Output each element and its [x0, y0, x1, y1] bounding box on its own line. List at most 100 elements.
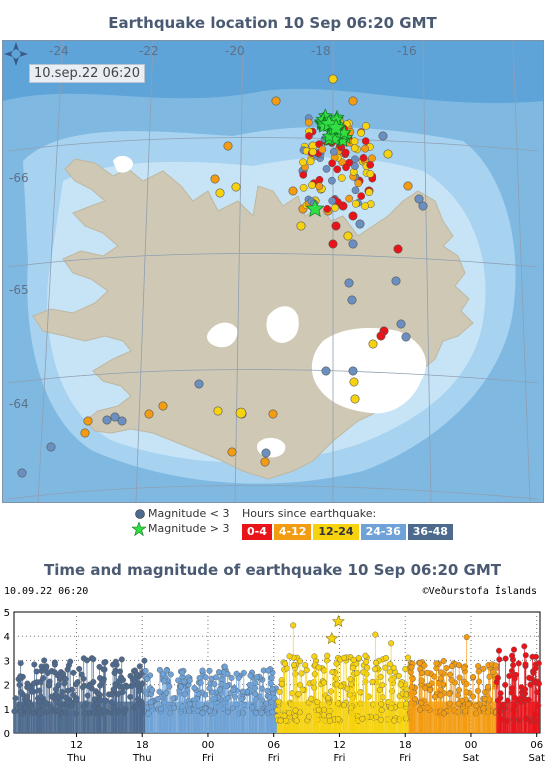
- earthquake-map[interactable]: 10.sep.22 06:20 -24 -22 -20 -18 -16 -66 …: [2, 40, 544, 503]
- chart-point: [347, 676, 354, 683]
- chart-point: [72, 681, 79, 688]
- chart-point: [56, 700, 63, 707]
- chart-point: [11, 708, 18, 715]
- earthquake-marker: [361, 144, 370, 153]
- chart-point: [455, 692, 462, 699]
- chart-point: [298, 670, 305, 677]
- chart-point: [229, 704, 236, 711]
- chart-point: [529, 653, 536, 660]
- chart-point: [52, 686, 59, 693]
- chart-point: [287, 701, 294, 708]
- earthquake-marker: [110, 412, 120, 422]
- earthquake-marker: [333, 165, 342, 174]
- chart-point: [92, 688, 99, 695]
- chart-point: [159, 671, 166, 678]
- chart-x-day-label: Fri: [202, 753, 214, 764]
- earthquake-marker: [357, 129, 365, 137]
- chart-point: [422, 684, 429, 691]
- earthquake-marker: [368, 154, 376, 163]
- earthquake-marker: [401, 332, 411, 342]
- legend-small-label: Magnitude < 3: [148, 507, 230, 520]
- chart-point: [416, 660, 423, 667]
- chart-point: [17, 660, 24, 667]
- chart-point: [489, 668, 496, 675]
- chart-point: [191, 684, 198, 691]
- chart-point: [481, 695, 488, 702]
- chart-point: [509, 652, 516, 659]
- glacier-hofsjokull: [207, 322, 238, 348]
- chart-point: [522, 686, 529, 693]
- chart-point: [206, 707, 213, 714]
- legend-bin-4-12: 4-12: [272, 523, 313, 541]
- chart-point: [275, 698, 282, 705]
- chart-point: [101, 659, 108, 666]
- chart-point: [344, 685, 351, 692]
- chart-point: [115, 707, 122, 714]
- earthquake-marker: [329, 147, 338, 156]
- earthquake-markers: [17, 74, 428, 478]
- chart-point: [378, 707, 385, 714]
- chart-point: [335, 716, 342, 723]
- chart-y-tick-label: 3: [4, 656, 10, 667]
- chart-point: [144, 675, 151, 682]
- chart-point: [305, 713, 312, 720]
- chart-point: [388, 705, 395, 712]
- chart-point: [81, 710, 88, 717]
- chart-point: [355, 655, 362, 662]
- chart-point: [100, 666, 107, 673]
- chart-point: [376, 686, 383, 693]
- chart-x-tick-label: 12: [333, 740, 346, 751]
- chart-point: [30, 680, 37, 687]
- chart-x-tick-label: 18: [136, 740, 149, 751]
- chart-point: [282, 660, 289, 667]
- chart-point: [271, 695, 278, 702]
- chart-point: [170, 695, 177, 702]
- earthquake-marker: [348, 366, 358, 376]
- pan-compass-icon[interactable]: [3, 41, 29, 67]
- lon-label-16: -16: [397, 44, 417, 58]
- chart-point: [24, 693, 31, 700]
- chart-point: [290, 622, 297, 629]
- earthquake-marker: [309, 148, 317, 156]
- chart-point: [475, 663, 482, 670]
- chart-point: [43, 708, 50, 715]
- chart-point: [290, 662, 297, 669]
- chart-x-tick-label: 12: [70, 740, 83, 751]
- chart-point: [40, 675, 47, 682]
- chart-point: [238, 695, 245, 702]
- earthquake-marker: [348, 211, 358, 221]
- chart-points: [11, 614, 542, 733]
- chart-point: [325, 694, 332, 701]
- chart-point: [233, 670, 240, 677]
- earthquake-marker: [355, 219, 365, 229]
- chart-point: [418, 699, 425, 706]
- chart-point: [446, 690, 453, 697]
- chart-point: [329, 668, 336, 675]
- large-quake-star-icon: [132, 522, 146, 536]
- chart-point: [145, 710, 152, 717]
- chart-point: [417, 706, 424, 713]
- chart-point: [315, 664, 322, 671]
- earthquake-marker: [323, 205, 332, 213]
- chart-point: [264, 687, 271, 694]
- chart-point: [427, 686, 434, 693]
- chart-point: [269, 685, 276, 692]
- chart-point: [511, 646, 518, 653]
- chart-point: [61, 680, 68, 687]
- chart-point: [311, 653, 318, 660]
- legend-bin-24-36: 24-36: [359, 523, 407, 541]
- earthquake-marker: [357, 192, 366, 200]
- chart-point: [132, 703, 139, 710]
- chart-point: [372, 666, 379, 673]
- chart-x-tick-label: 00: [202, 740, 215, 751]
- chart-point: [327, 688, 334, 695]
- glacier-drangajokull: [113, 155, 133, 173]
- chart-point: [206, 667, 213, 674]
- chart-point: [76, 665, 83, 672]
- chart-point: [511, 675, 518, 682]
- chart-point: [388, 640, 395, 647]
- chart-point: [167, 671, 174, 678]
- chart-point: [78, 671, 85, 678]
- legend-hour-bins: 0-4 4-12 12-24 24-36 36-48: [241, 523, 454, 541]
- chart-point: [315, 706, 322, 713]
